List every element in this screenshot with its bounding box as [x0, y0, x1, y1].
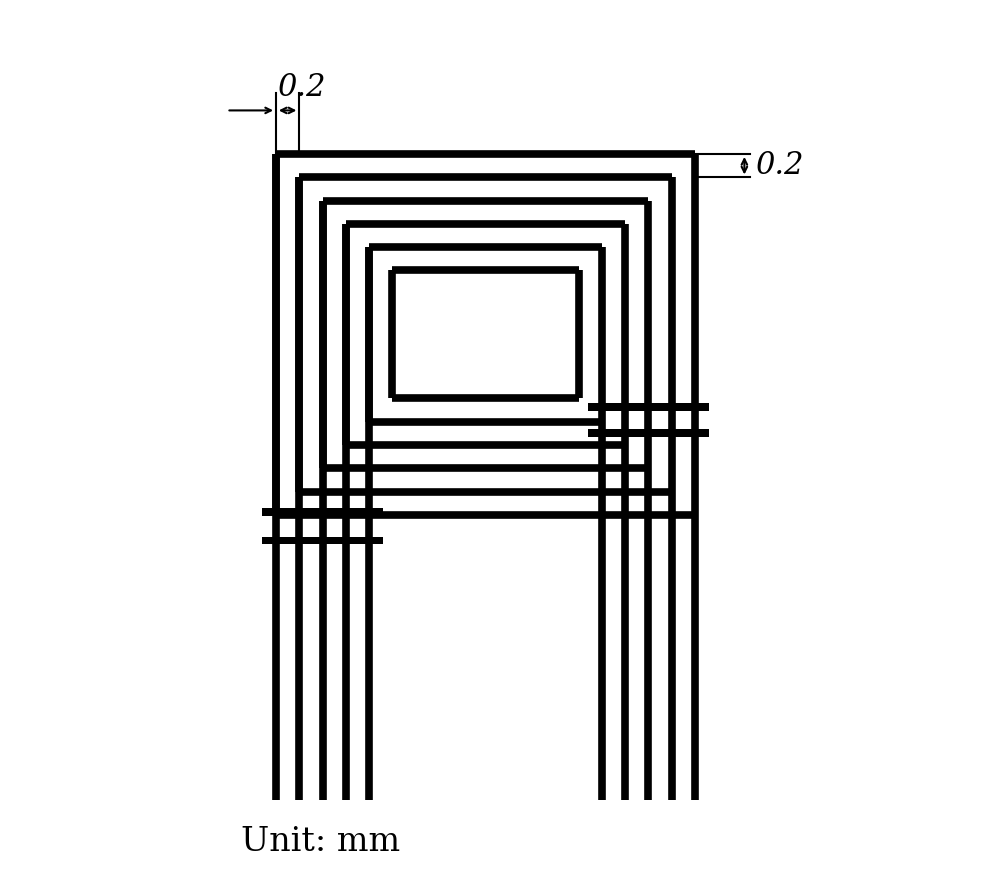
Bar	[355, 508, 383, 515]
Bar	[681, 403, 709, 411]
Bar	[332, 508, 360, 515]
Bar	[634, 429, 662, 437]
Bar	[355, 537, 383, 544]
Text: 0.2: 0.2	[277, 72, 326, 103]
Bar	[588, 429, 616, 437]
Bar	[309, 508, 336, 515]
Bar	[658, 403, 686, 411]
Bar	[681, 429, 709, 437]
Text: Unit: mm: Unit: mm	[241, 826, 400, 858]
Bar	[285, 537, 313, 544]
Text: 0.2: 0.2	[755, 150, 803, 182]
Bar	[588, 403, 616, 411]
Bar	[634, 403, 662, 411]
Bar	[309, 537, 336, 544]
Bar	[262, 537, 290, 544]
Bar	[611, 429, 639, 437]
Bar	[658, 429, 686, 437]
Bar	[332, 537, 360, 544]
Bar	[285, 508, 313, 515]
Bar	[262, 508, 290, 515]
Bar	[611, 403, 639, 411]
